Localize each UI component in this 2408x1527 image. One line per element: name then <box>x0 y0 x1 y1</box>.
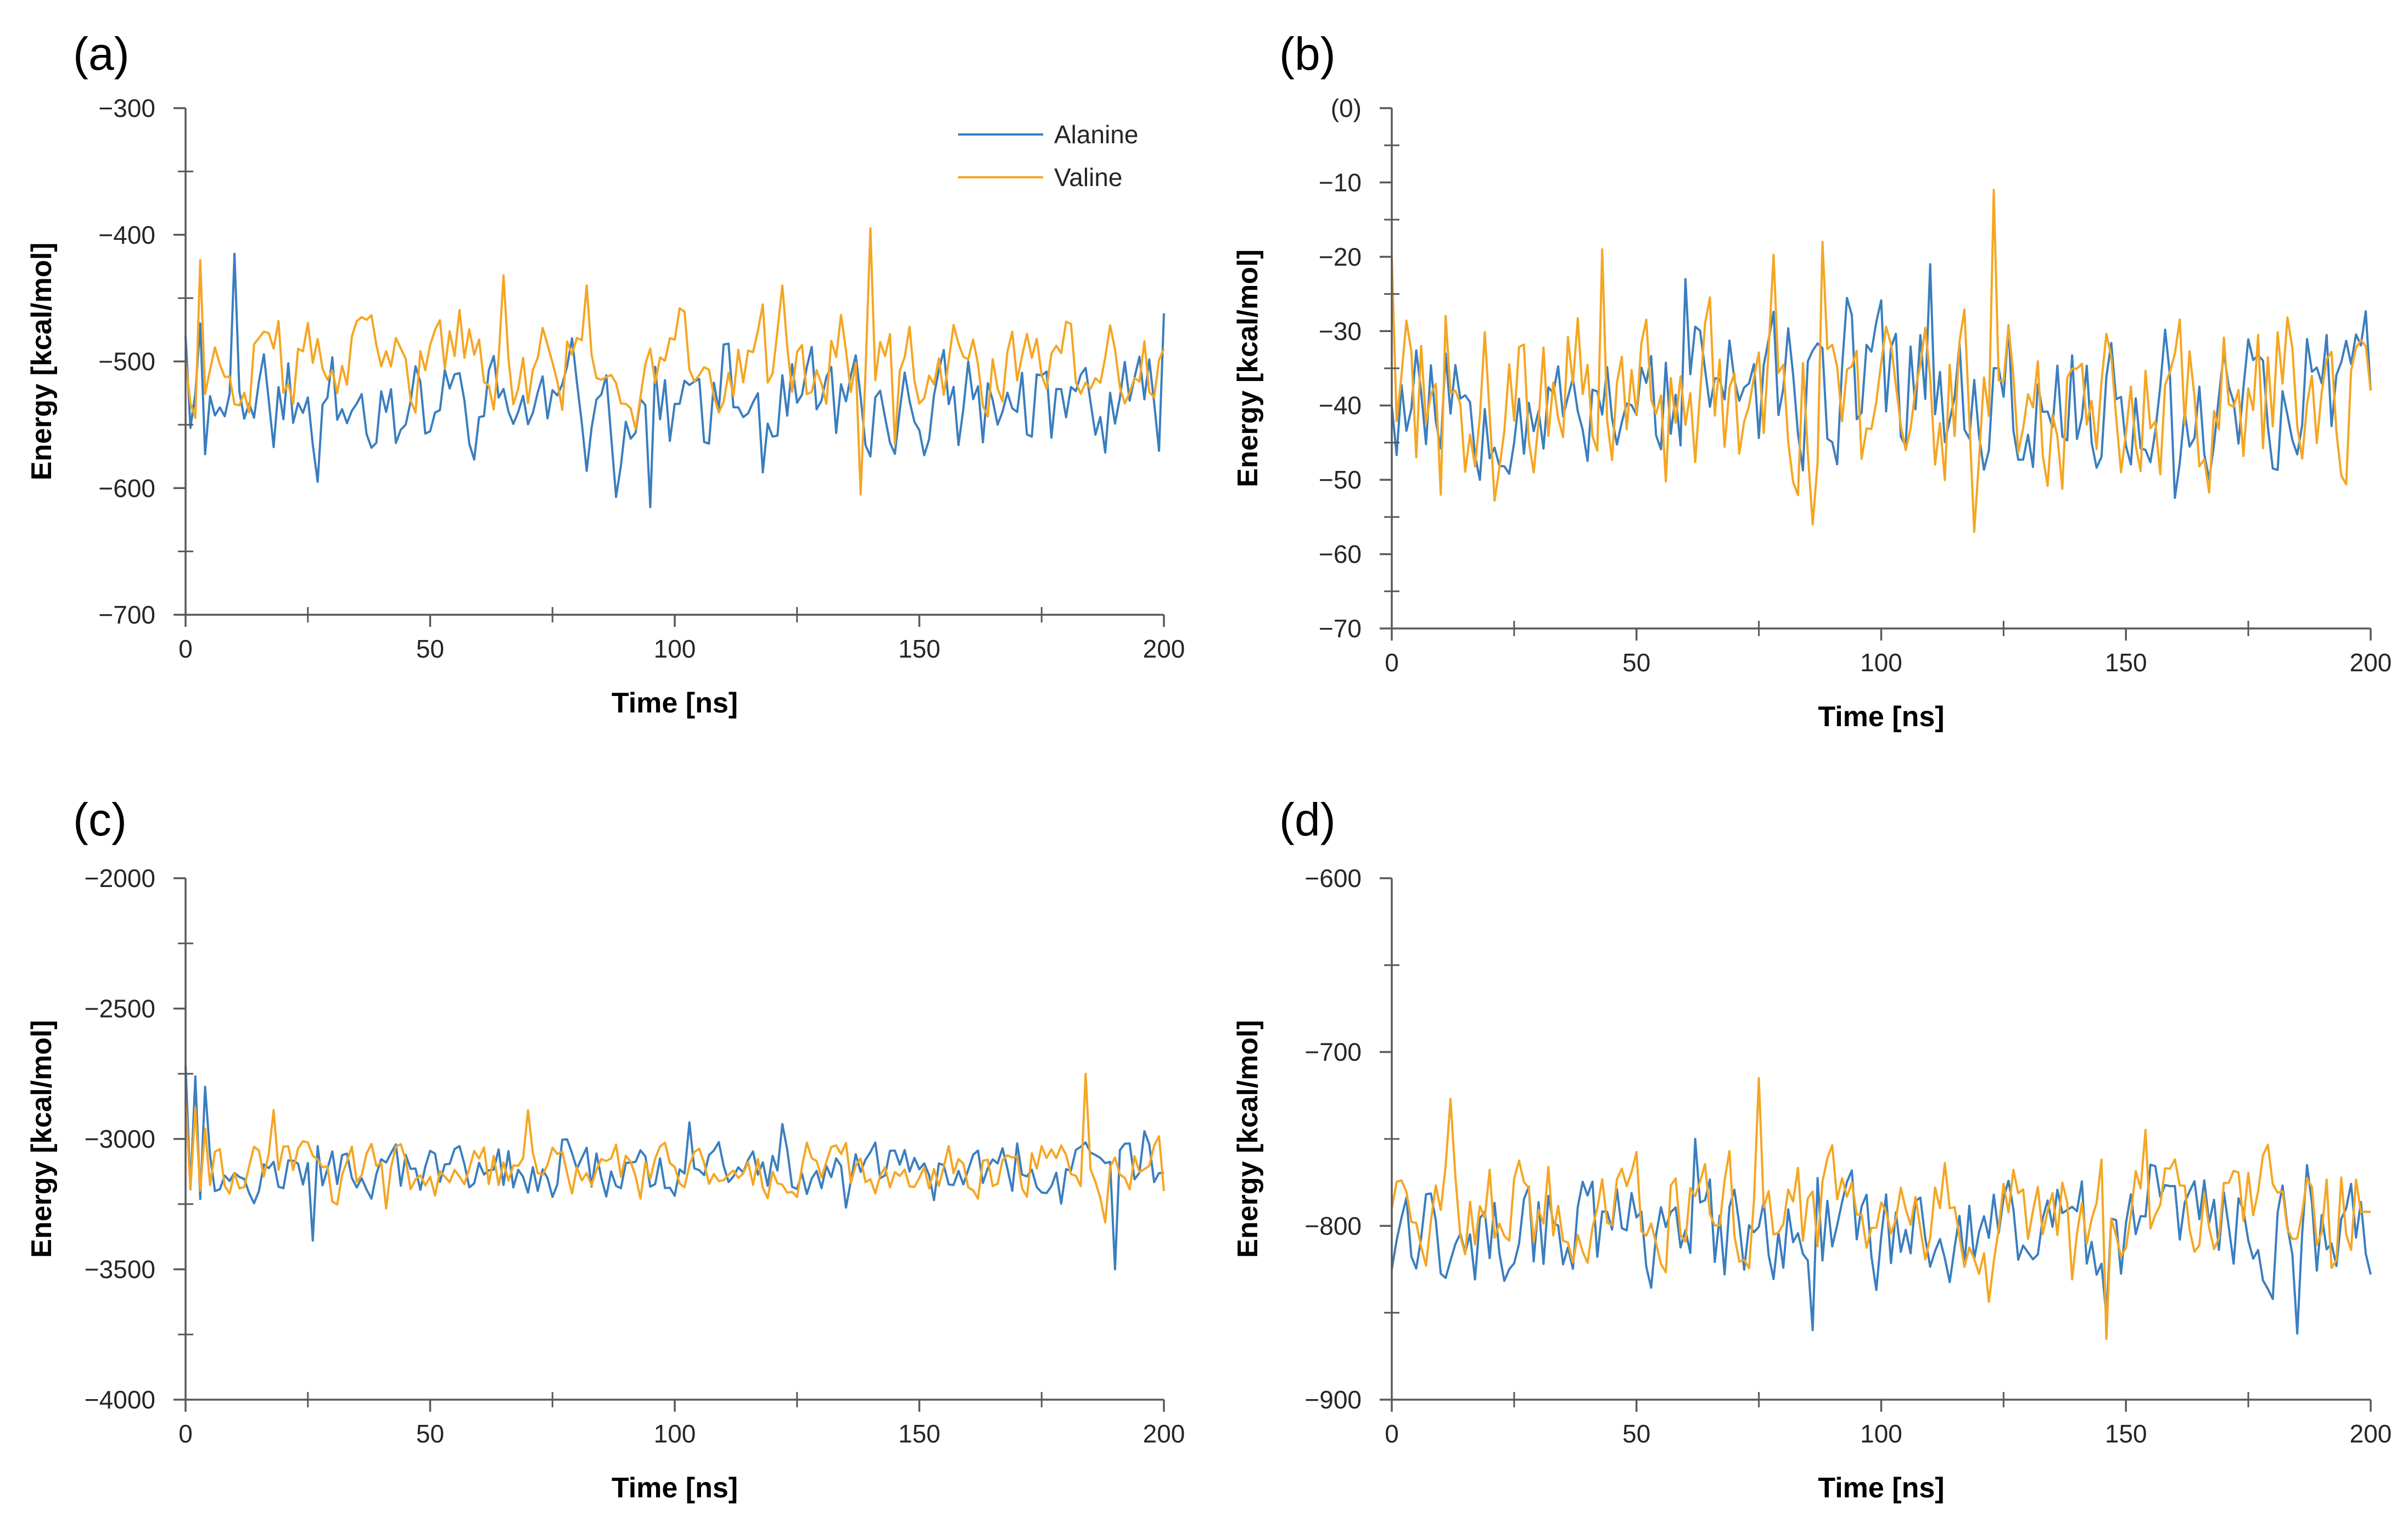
x-axis-title: Time [ns] <box>612 1472 738 1504</box>
legend-label-alanine: Alanine <box>1054 120 1138 149</box>
series-line-valine <box>184 1073 1165 1223</box>
panel-label: (b) <box>1279 28 1336 80</box>
y-tick-label: −700 <box>98 600 155 629</box>
x-tick-label: 100 <box>654 1419 696 1448</box>
y-tick-label: −20 <box>1319 243 1362 271</box>
y-tick-label: −3500 <box>85 1255 155 1284</box>
y-tick-label: (0) <box>1331 94 1362 122</box>
y-tick-label: −600 <box>1304 864 1362 892</box>
y-tick-label: −3000 <box>85 1125 155 1153</box>
x-tick-label: 0 <box>1385 648 1399 677</box>
x-tick-label: 0 <box>178 1419 193 1448</box>
y-tick-label: −800 <box>1304 1211 1362 1240</box>
x-tick-label: 200 <box>2350 648 2392 677</box>
series-line-valine <box>1391 1077 2371 1340</box>
x-tick-label: 0 <box>178 635 193 663</box>
x-tick-label: 200 <box>1143 635 1185 663</box>
x-tick-label: 50 <box>416 1419 444 1448</box>
y-axis-title: Energy [kcal/mol] <box>1232 1020 1264 1257</box>
panel-label: (a) <box>73 28 130 80</box>
chart-panel-c: (c) 0 50 100 150 200 −2000 −2500 −3000 −3500 −4000… <box>26 794 1185 1504</box>
series-line-valine <box>1391 189 2372 533</box>
y-tick-label: −300 <box>98 94 155 122</box>
x-axis-title: Time [ns] <box>612 687 738 719</box>
series-line-alanine <box>184 252 1165 508</box>
y-tick-label: −50 <box>1319 465 1362 494</box>
y-tick-label: −4000 <box>85 1385 155 1414</box>
panel-label: (c) <box>73 794 127 845</box>
x-tick-label: 150 <box>2105 648 2147 677</box>
x-tick-label: 0 <box>1385 1419 1399 1448</box>
y-axis-title: Energy [kcal/mol] <box>1232 249 1264 487</box>
y-tick-label: −600 <box>98 474 155 502</box>
x-tick-label: 150 <box>2105 1419 2147 1448</box>
x-tick-label: 50 <box>1622 648 1650 677</box>
series-line-alanine <box>184 1065 1164 1271</box>
x-tick-label: 50 <box>1622 1419 1650 1448</box>
y-tick-label: −900 <box>1304 1385 1362 1414</box>
x-axis-title: Time [ns] <box>1818 701 1944 733</box>
x-tick-label: 100 <box>1860 1419 1902 1448</box>
y-tick-label: −30 <box>1319 317 1362 345</box>
y-tick-label: −60 <box>1319 540 1362 569</box>
legend-label-valine: Valine <box>1054 163 1122 192</box>
panel-label: (d) <box>1279 794 1336 845</box>
x-tick-label: 150 <box>898 635 940 663</box>
x-tick-label: 50 <box>416 635 444 663</box>
y-tick-label: −70 <box>1319 614 1362 643</box>
x-tick-label: 200 <box>2350 1419 2392 1448</box>
series-line-alanine <box>1391 263 2372 499</box>
chart-panel-a: (a) 0 50 100 150 200 −300 −400 −500 −600 −700 Time … <box>26 28 1185 719</box>
x-tick-label: 100 <box>1860 648 1902 677</box>
y-tick-label: −10 <box>1319 168 1362 197</box>
y-tick-label: −2000 <box>85 864 155 892</box>
y-tick-label: −700 <box>1304 1038 1362 1066</box>
y-axis-title: Energy [kcal/mol] <box>26 1020 58 1257</box>
y-axis-title: Energy [kcal/mol] <box>26 243 58 480</box>
x-tick-label: 100 <box>654 635 696 663</box>
y-tick-label: −500 <box>98 347 155 376</box>
x-axis-title: Time [ns] <box>1818 1472 1944 1504</box>
y-tick-label: −400 <box>98 221 155 249</box>
x-tick-label: 200 <box>1143 1419 1185 1448</box>
x-tick-label: 150 <box>898 1419 940 1448</box>
y-tick-label: −40 <box>1319 391 1362 420</box>
legend: Alanine Valine <box>958 120 1138 192</box>
series-line-valine <box>184 227 1165 496</box>
chart-panel-d: (d) 0 50 100 150 200 −600 −700 −800 −900 Time [ns]… <box>1232 794 2392 1504</box>
chart-panel-b: (b) 0 50 100 150 200 (0) −10 −20 −30 −40 −50 −60 −70 T… <box>1232 28 2392 733</box>
y-tick-label: −2500 <box>85 995 155 1023</box>
